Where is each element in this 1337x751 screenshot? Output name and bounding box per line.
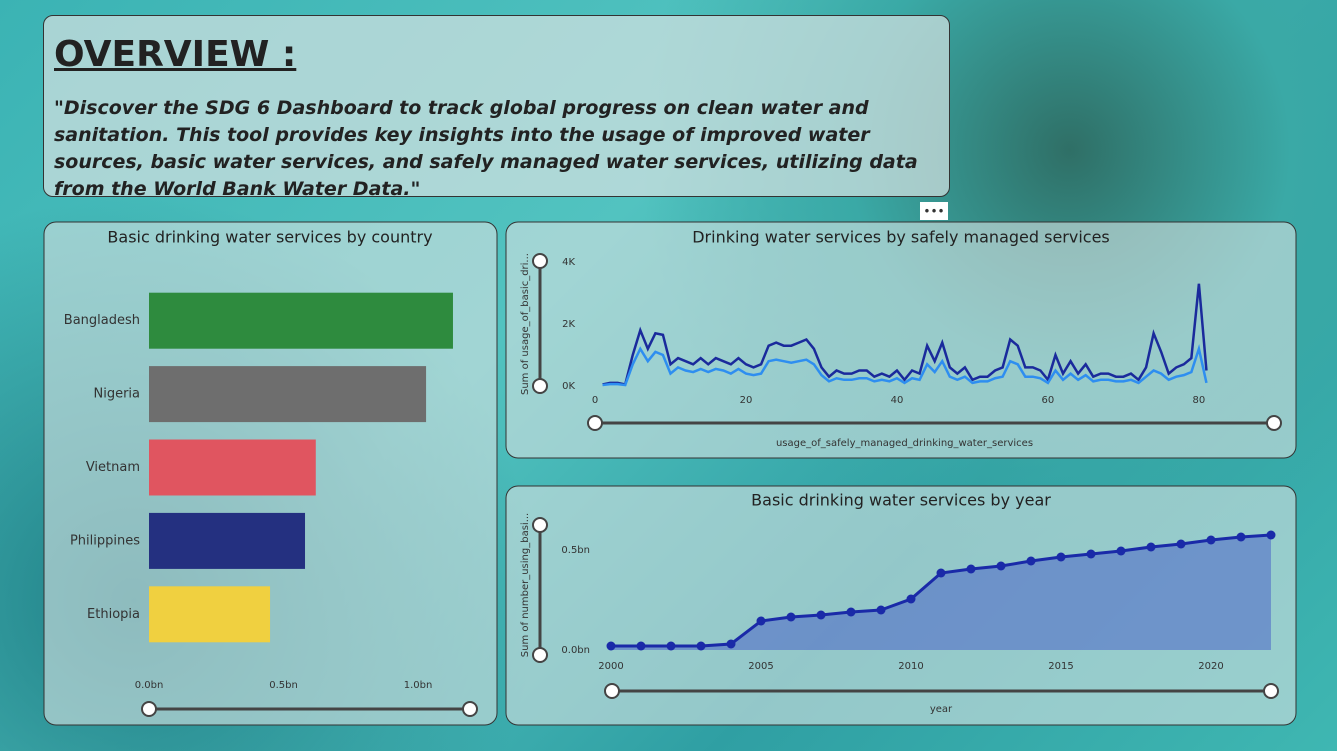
- y-tick-label: Bangladesh: [64, 313, 140, 328]
- slider[interactable]: [604, 683, 1279, 699]
- point: [816, 610, 826, 620]
- point: [966, 564, 976, 574]
- x-tick-label: 60: [1042, 395, 1055, 406]
- chart-title: Basic drinking water services by country: [107, 228, 432, 247]
- x-tick-label: 0.0bn: [135, 680, 164, 691]
- point: [906, 594, 916, 604]
- y-tick-label: 0.5bn: [561, 545, 590, 556]
- point: [606, 641, 616, 651]
- point: [726, 639, 736, 649]
- point: [1266, 530, 1276, 540]
- point: [1116, 546, 1126, 556]
- line: [602, 344, 1208, 387]
- y-tick-label: Vietnam: [86, 460, 140, 475]
- x-tick-label: 20: [740, 395, 753, 406]
- point: [1146, 542, 1156, 552]
- x-tick-label: 40: [891, 395, 904, 406]
- point: [756, 616, 766, 626]
- y-axis-title: Sum of number_using_basi...: [520, 513, 531, 657]
- y-tick-label: 4K: [562, 257, 575, 268]
- point: [936, 568, 946, 578]
- slider[interactable]: [532, 517, 548, 663]
- point: [666, 641, 676, 651]
- point: [1056, 552, 1066, 562]
- more-button[interactable]: [920, 202, 948, 220]
- bar: [149, 292, 453, 349]
- y-tick-label: 0.0bn: [561, 645, 590, 656]
- area: [611, 535, 1271, 650]
- bar: [149, 586, 271, 643]
- panel: [505, 221, 1297, 459]
- x-axis-title: usage_of_safely_managed_drinking_water_s…: [776, 438, 1033, 449]
- bar: [149, 512, 306, 569]
- bar: [149, 439, 316, 496]
- x-tick-label: 2015: [1048, 661, 1073, 672]
- line: [602, 283, 1208, 386]
- slider[interactable]: [141, 701, 478, 717]
- y-tick-label: 0K: [562, 381, 575, 392]
- x-tick-label: 2005: [748, 661, 773, 672]
- point: [876, 605, 886, 615]
- more-dots: •••: [923, 205, 944, 219]
- x-tick-label: 2010: [898, 661, 923, 672]
- point: [1026, 556, 1036, 566]
- x-tick-label: 1.0bn: [404, 680, 433, 691]
- panel: [505, 485, 1297, 726]
- bar: [149, 366, 427, 423]
- x-tick-label: 2000: [598, 661, 623, 672]
- point: [786, 612, 796, 622]
- x-tick-label: 80: [1193, 395, 1206, 406]
- y-tick-label: 2K: [562, 319, 575, 330]
- point: [846, 607, 856, 617]
- y-tick-label: Ethiopia: [87, 607, 140, 622]
- chart-title: Basic drinking water services by year: [751, 491, 1051, 510]
- overview-text: "Discover the SDG 6 Dashboard to track g…: [54, 97, 918, 200]
- point: [636, 641, 646, 651]
- point: [1176, 539, 1186, 549]
- slider[interactable]: [587, 415, 1282, 431]
- overview-box: OVERVIEW : "Discover the SDG 6 Dashboard…: [43, 15, 950, 200]
- point: [1086, 549, 1096, 559]
- point: [1206, 535, 1216, 545]
- slider[interactable]: [532, 253, 548, 394]
- overview-title: OVERVIEW :: [54, 34, 297, 75]
- y-tick-label: Nigeria: [93, 387, 140, 402]
- y-axis-title: Sum of usage_of_basic_dri...: [520, 253, 531, 395]
- x-tick-label: 0.5bn: [269, 680, 298, 691]
- x-tick-label: 2020: [1198, 661, 1223, 672]
- point: [996, 561, 1006, 571]
- chart-title: Drinking water services by safely manage…: [692, 228, 1110, 247]
- point: [1236, 532, 1246, 542]
- y-tick-label: Philippines: [70, 533, 140, 548]
- x-axis-title: year: [930, 704, 953, 715]
- x-tick-label: 0: [592, 395, 598, 406]
- point: [696, 641, 706, 651]
